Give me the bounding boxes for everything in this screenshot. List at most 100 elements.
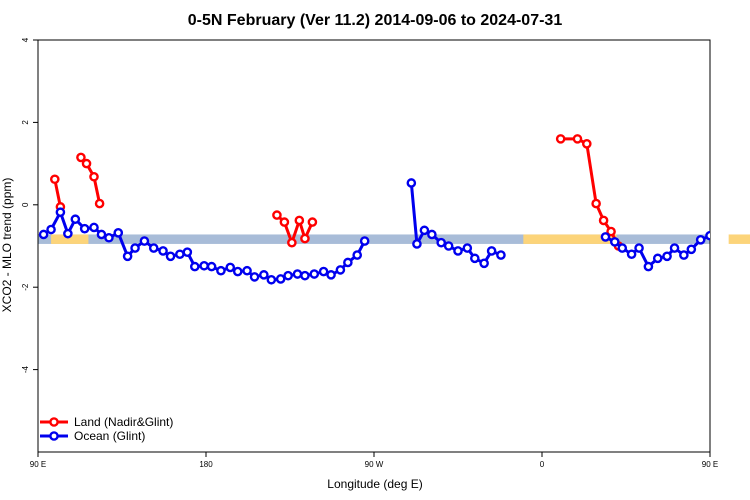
data-point: [309, 269, 320, 279]
legend-marker: [49, 417, 59, 427]
legend-marker: [49, 431, 59, 441]
data-point: [740, 216, 747, 223]
land-mask-patch: [523, 234, 617, 244]
data-point: [343, 257, 353, 268]
series-line: [736, 179, 742, 207]
data-point: [419, 225, 430, 236]
data-point: [266, 274, 277, 285]
data-point: [130, 243, 140, 253]
data-point: [427, 229, 437, 240]
data-point: [412, 239, 422, 249]
plot-area: 90 E 180 90 W 0 90 E -4 -2 0 2 4: [21, 37, 750, 469]
x-tick-label: 90 W: [365, 460, 384, 469]
data-point: [300, 270, 310, 281]
legend-label: Land (Nadir&Glint): [74, 415, 173, 429]
series-ocean: [38, 178, 747, 285]
data-point: [462, 243, 473, 253]
data-point: [679, 250, 689, 260]
data-point: [479, 258, 489, 269]
data-point: [352, 250, 363, 260]
legend: Land (Nadir&Glint)Ocean (Glint): [40, 415, 173, 443]
data-point: [165, 251, 176, 262]
data-point: [275, 274, 286, 284]
data-point: [139, 236, 150, 246]
x-axis-label: Longitude (deg E): [327, 477, 422, 491]
data-point: [46, 224, 56, 235]
data-point: [79, 223, 90, 234]
data-point: [469, 253, 480, 264]
data-point: [705, 230, 710, 241]
data-point: [335, 265, 346, 275]
data-point: [725, 209, 732, 216]
data-point: [486, 246, 497, 256]
data-point: [259, 270, 269, 280]
data-point: [598, 215, 609, 226]
data-point: [94, 198, 105, 209]
data-point: [89, 222, 99, 233]
data-point: [443, 241, 454, 251]
data-point: [225, 262, 236, 273]
data-point: [189, 261, 200, 272]
data-point: [199, 260, 209, 271]
y-tick-label: 2: [21, 120, 30, 125]
y-tick-label: 0: [21, 202, 30, 207]
data-point: [76, 152, 86, 163]
data-point: [453, 246, 463, 256]
data-point: [70, 214, 81, 225]
data-point: [662, 251, 672, 262]
data-point: [283, 270, 293, 281]
data-point: [436, 237, 447, 248]
data-point: [182, 247, 193, 257]
data-point: [406, 178, 417, 188]
data-point: [63, 228, 73, 239]
data-point: [294, 215, 305, 226]
data-point: [175, 249, 185, 260]
data-point: [249, 272, 260, 282]
data-point: [496, 250, 506, 260]
data-point: [626, 249, 637, 260]
data-point: [716, 225, 723, 232]
land-mask-patch: [728, 234, 750, 244]
data-point: [733, 176, 740, 183]
land-mask-patch: [51, 234, 89, 244]
x-tick-label: 90 E: [702, 460, 718, 469]
data-point: [591, 198, 601, 209]
data-point: [50, 174, 60, 185]
data-point: [738, 203, 745, 210]
background-band: [38, 234, 710, 244]
data-point: [307, 217, 318, 227]
legend-label: Ocean (Glint): [74, 429, 145, 443]
y-tick-label: -4: [21, 365, 30, 373]
data-point: [81, 158, 92, 169]
data-point: [96, 229, 107, 240]
x-tick-label: 90 E: [30, 460, 46, 469]
data-point: [242, 265, 252, 276]
data-point: [292, 269, 303, 279]
series-land: [50, 134, 745, 251]
data-point: [643, 261, 654, 272]
y-axis-label: XCO2 - MLO trend (ppm): [0, 178, 14, 313]
data-point: [606, 226, 616, 237]
data-point: [300, 233, 310, 244]
data-point: [617, 243, 628, 253]
x-tick-label: 0: [540, 460, 545, 469]
data-point: [272, 210, 282, 220]
data-point: [55, 207, 66, 218]
data-point: [206, 261, 217, 272]
data-point: [610, 237, 620, 247]
y-tick-label: -2: [21, 283, 30, 291]
data-point: [232, 266, 243, 277]
data-point: [359, 236, 370, 246]
chart-title: 0-5N February (Ver 11.2) 2014-09-06 to 2…: [188, 12, 563, 29]
data-point: [287, 237, 297, 248]
data-point: [113, 228, 124, 238]
x-tick-label: 180: [199, 460, 213, 469]
data-point: [104, 232, 114, 243]
y-tick-label: 4: [21, 37, 30, 42]
data-point: [38, 229, 49, 240]
data-point: [634, 243, 644, 253]
data-point: [216, 265, 226, 276]
data-point: [318, 266, 329, 277]
data-point: [122, 251, 133, 262]
data-point: [279, 217, 290, 227]
